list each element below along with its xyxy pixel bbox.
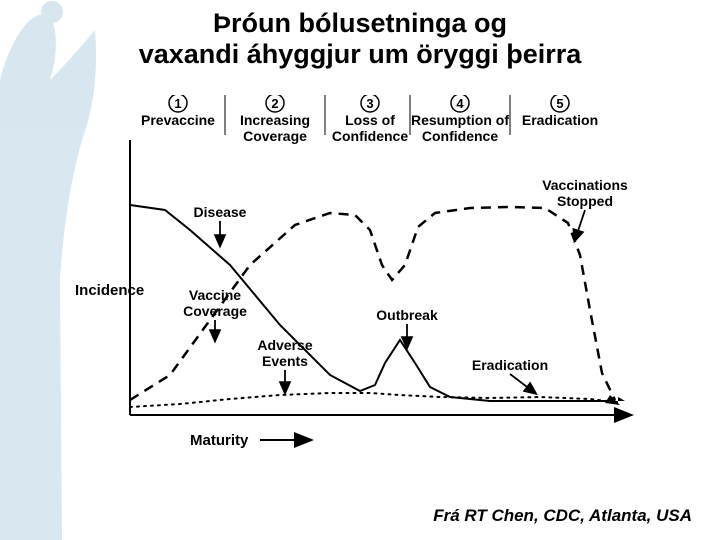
annotation-label: Coverage xyxy=(183,303,247,319)
slide-title: Þróun bólusetninga og vaxandi áhyggjur u… xyxy=(0,8,720,70)
phase-label: Increasing xyxy=(240,112,310,128)
phase-number: 1 xyxy=(174,96,181,111)
phase-number: 4 xyxy=(456,96,464,111)
title-line-1: Þróun bólusetninga og xyxy=(0,8,720,39)
annotation-arrow xyxy=(575,210,585,240)
phase-label: Eradication xyxy=(522,112,598,128)
phase-number: 5 xyxy=(556,96,563,111)
annotation-label: Stopped xyxy=(557,193,613,209)
annotation-label: Disease xyxy=(194,204,247,220)
phase-label: Prevaccine xyxy=(141,112,215,128)
annotation-label: Outbreak xyxy=(376,307,438,323)
y-axis-label: Incidence xyxy=(75,282,144,299)
annotation-label: Vaccine xyxy=(189,287,241,303)
vaccine-maturity-diagram: IncidenceMaturity1Prevaccine2IncreasingC… xyxy=(70,95,670,465)
phase-label: Resumption of xyxy=(411,112,509,128)
title-line-2: vaxandi áhyggjur um öryggi þeirra xyxy=(0,39,720,70)
phase-label: Loss of xyxy=(345,112,395,128)
phase-number: 3 xyxy=(366,96,373,111)
source-caption: Frá RT Chen, CDC, Atlanta, USA xyxy=(433,506,692,526)
annotation-label: Eradication xyxy=(472,357,548,373)
annotation-label: Adverse xyxy=(257,337,312,353)
phase-number: 2 xyxy=(271,96,278,111)
phase-label: Confidence xyxy=(332,128,408,144)
annotation-label: Events xyxy=(262,353,308,369)
annotation-label: Vaccinations xyxy=(542,177,628,193)
x-axis-label: Maturity xyxy=(190,432,249,449)
phase-label: Coverage xyxy=(243,128,307,144)
annotation-arrow xyxy=(510,374,535,393)
phase-label: Confidence xyxy=(422,128,498,144)
